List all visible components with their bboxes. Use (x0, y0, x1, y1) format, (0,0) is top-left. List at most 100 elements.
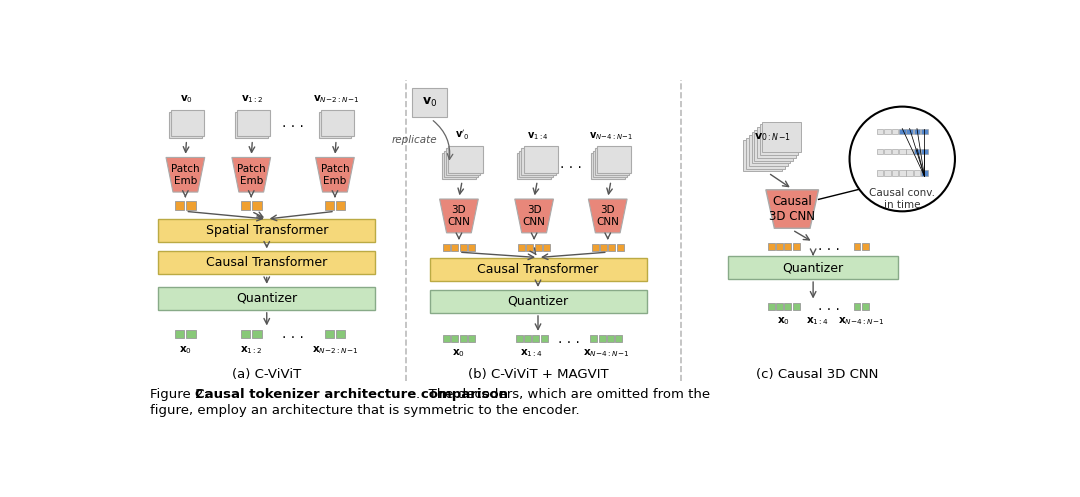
Text: (c) Causal 3D CNN: (c) Causal 3D CNN (756, 368, 878, 381)
FancyBboxPatch shape (899, 170, 905, 176)
FancyBboxPatch shape (777, 303, 783, 310)
Text: . . .: . . . (818, 299, 839, 314)
FancyBboxPatch shape (862, 243, 868, 250)
FancyBboxPatch shape (175, 330, 185, 338)
Text: $\mathbf{v}'_0$: $\mathbf{v}'_0$ (455, 128, 470, 142)
Text: . . .: . . . (558, 332, 580, 346)
FancyBboxPatch shape (590, 335, 597, 342)
Text: $\mathbf{x}_0$: $\mathbf{x}_0$ (453, 347, 465, 359)
Polygon shape (766, 190, 819, 228)
FancyBboxPatch shape (592, 244, 598, 250)
FancyBboxPatch shape (607, 335, 613, 342)
Text: . . .: . . . (282, 327, 305, 341)
FancyBboxPatch shape (543, 244, 550, 250)
FancyBboxPatch shape (430, 290, 647, 313)
FancyBboxPatch shape (444, 151, 478, 177)
FancyBboxPatch shape (535, 244, 542, 250)
Text: Quantizer: Quantizer (237, 292, 297, 305)
Text: $\mathbf{x}_{1:2}$: $\mathbf{x}_{1:2}$ (240, 344, 262, 355)
FancyBboxPatch shape (768, 303, 774, 310)
FancyBboxPatch shape (516, 335, 523, 342)
FancyBboxPatch shape (759, 124, 798, 155)
Text: $\mathbf{x}_0$: $\mathbf{x}_0$ (778, 315, 791, 327)
Text: Quantizer: Quantizer (508, 295, 568, 308)
FancyBboxPatch shape (906, 149, 913, 155)
FancyBboxPatch shape (892, 129, 899, 134)
FancyBboxPatch shape (187, 201, 195, 210)
FancyBboxPatch shape (793, 243, 799, 250)
FancyBboxPatch shape (159, 251, 375, 274)
FancyBboxPatch shape (518, 244, 525, 250)
Polygon shape (315, 158, 354, 192)
FancyBboxPatch shape (762, 122, 801, 153)
Text: $\mathbf{x}_{1:4}$: $\mathbf{x}_{1:4}$ (521, 347, 543, 359)
FancyBboxPatch shape (793, 303, 799, 310)
Text: . . .: . . . (561, 157, 582, 170)
FancyBboxPatch shape (235, 112, 268, 138)
FancyBboxPatch shape (600, 244, 607, 250)
Text: Patch
Emb: Patch Emb (321, 164, 349, 185)
FancyBboxPatch shape (541, 335, 548, 342)
FancyBboxPatch shape (451, 244, 458, 250)
FancyBboxPatch shape (921, 170, 928, 176)
FancyBboxPatch shape (862, 303, 868, 310)
FancyBboxPatch shape (524, 335, 531, 342)
FancyBboxPatch shape (443, 335, 450, 342)
Polygon shape (166, 158, 205, 192)
FancyBboxPatch shape (914, 149, 920, 155)
FancyBboxPatch shape (319, 112, 351, 138)
Text: Causal
3D CNN: Causal 3D CNN (769, 195, 815, 223)
Text: 3D
CNN: 3D CNN (523, 205, 545, 227)
FancyBboxPatch shape (524, 146, 557, 172)
Text: $\mathbf{x}_{1:4}$: $\mathbf{x}_{1:4}$ (806, 315, 828, 327)
FancyBboxPatch shape (238, 110, 270, 136)
FancyBboxPatch shape (532, 335, 540, 342)
FancyBboxPatch shape (885, 129, 891, 134)
Text: . . .: . . . (282, 116, 305, 130)
FancyBboxPatch shape (743, 141, 782, 171)
Text: Patch
Emb: Patch Emb (237, 164, 266, 185)
Text: $\mathbf{v}_{1:4}$: $\mathbf{v}_{1:4}$ (527, 130, 549, 142)
FancyBboxPatch shape (451, 335, 458, 342)
Polygon shape (515, 199, 554, 233)
Text: 3D
CNN: 3D CNN (447, 205, 471, 227)
FancyBboxPatch shape (784, 303, 792, 310)
FancyBboxPatch shape (448, 146, 483, 172)
FancyBboxPatch shape (468, 335, 475, 342)
FancyBboxPatch shape (336, 201, 346, 210)
Text: Causal Transformer: Causal Transformer (206, 256, 327, 269)
FancyBboxPatch shape (591, 153, 625, 179)
Text: $\mathbf{x}_0$: $\mathbf{x}_0$ (179, 344, 192, 355)
FancyBboxPatch shape (460, 244, 467, 250)
FancyBboxPatch shape (443, 244, 450, 250)
FancyBboxPatch shape (616, 335, 622, 342)
Text: $\mathbf{v}_0$: $\mathbf{v}_0$ (180, 93, 193, 105)
Text: (a) C-ViViT: (a) C-ViViT (232, 368, 301, 381)
Polygon shape (589, 199, 627, 233)
Polygon shape (440, 199, 478, 233)
FancyBboxPatch shape (593, 151, 627, 177)
FancyBboxPatch shape (468, 244, 475, 250)
FancyBboxPatch shape (519, 151, 553, 177)
FancyBboxPatch shape (321, 110, 353, 136)
Text: Causal Transformer: Causal Transformer (477, 262, 598, 275)
FancyBboxPatch shape (754, 130, 793, 161)
FancyBboxPatch shape (598, 335, 606, 342)
FancyBboxPatch shape (442, 153, 476, 179)
FancyBboxPatch shape (253, 201, 261, 210)
FancyBboxPatch shape (595, 149, 630, 174)
FancyBboxPatch shape (885, 170, 891, 176)
FancyBboxPatch shape (241, 201, 251, 210)
FancyBboxPatch shape (906, 170, 913, 176)
FancyBboxPatch shape (853, 243, 861, 250)
Text: Quantizer: Quantizer (783, 261, 843, 274)
FancyBboxPatch shape (159, 219, 375, 242)
FancyBboxPatch shape (877, 170, 883, 176)
FancyBboxPatch shape (892, 170, 899, 176)
FancyBboxPatch shape (885, 149, 891, 155)
Text: . . .: . . . (818, 240, 839, 253)
FancyBboxPatch shape (517, 153, 551, 179)
FancyBboxPatch shape (411, 88, 447, 117)
Text: $\mathbf{v}_{0:N\!-\!1}$: $\mathbf{v}_{0:N\!-\!1}$ (754, 131, 791, 143)
Text: $\mathbf{v}_0$: $\mathbf{v}_0$ (422, 96, 437, 109)
